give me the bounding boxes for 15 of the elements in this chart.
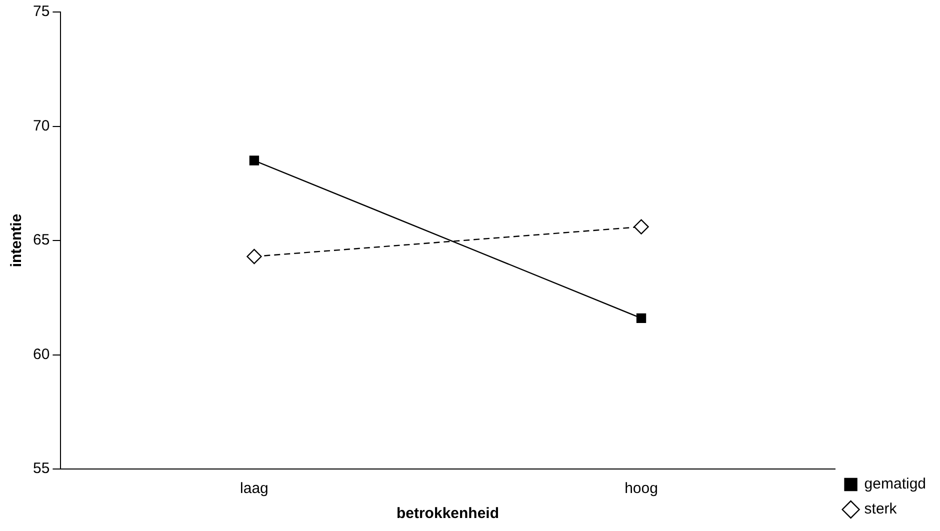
x-axis-title: betrokkenheid (396, 505, 500, 522)
legend-label: sterk (864, 500, 898, 518)
y-tick-label: 55 (32, 460, 50, 478)
y-axis-title: intentie (8, 214, 26, 268)
y-tick-label: 70 (32, 117, 50, 134)
point (634, 219, 649, 234)
point (246, 248, 262, 264)
y-tick-label: 60 (32, 346, 50, 363)
x-tick-label: laag (240, 480, 268, 498)
x-tick-label: hoog (624, 480, 658, 498)
y-tick-label: 75 (32, 3, 50, 20)
point (636, 313, 646, 324)
legend-label: gematigd (864, 476, 926, 493)
point (249, 156, 260, 166)
y-tick-label: 65 (32, 232, 50, 249)
